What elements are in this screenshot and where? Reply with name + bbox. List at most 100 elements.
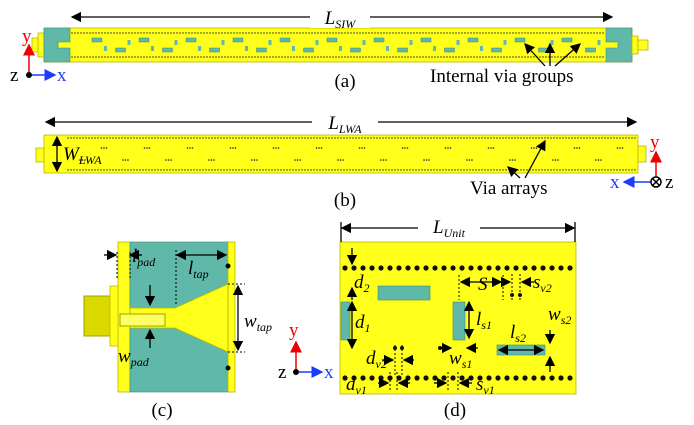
via: [358, 169, 360, 171]
via: [187, 169, 189, 171]
via: [245, 46, 248, 51]
dimension-label: LUnit: [432, 217, 466, 240]
via: [167, 32, 169, 34]
via: [383, 56, 385, 58]
via: [451, 137, 453, 139]
via: [443, 32, 445, 34]
via: [346, 169, 348, 171]
via: [427, 137, 429, 139]
via: [303, 47, 314, 53]
via: [418, 169, 420, 171]
via: [190, 137, 192, 139]
via: [538, 137, 540, 139]
via: [393, 346, 397, 350]
via: [536, 32, 538, 34]
via: [397, 137, 399, 139]
via: [170, 56, 172, 58]
via: [318, 147, 320, 149]
via: [495, 265, 501, 271]
via: [119, 32, 121, 34]
via: [423, 375, 429, 381]
via: [257, 56, 259, 58]
via: [286, 137, 288, 139]
via: [299, 32, 301, 34]
via: [442, 169, 444, 171]
via: [439, 137, 441, 139]
via: [540, 265, 546, 271]
via: [460, 169, 462, 171]
via: [184, 169, 186, 171]
via: [98, 56, 100, 58]
via: [482, 32, 484, 34]
via: [242, 32, 244, 34]
via: [368, 32, 370, 34]
via: [539, 56, 541, 58]
via: [486, 265, 492, 271]
via: [203, 56, 205, 58]
via: [254, 56, 256, 58]
via: [442, 137, 444, 139]
via: [130, 169, 132, 171]
via: [499, 169, 501, 171]
dimension-label: sv2: [533, 272, 552, 295]
via: [388, 137, 390, 139]
via: [573, 147, 576, 149]
via: [619, 169, 621, 171]
via: [595, 169, 597, 171]
via: [382, 159, 385, 161]
via: [187, 137, 189, 139]
via: [210, 159, 213, 161]
via: [425, 159, 428, 161]
via: [233, 56, 235, 58]
via: [622, 137, 624, 139]
via: [149, 56, 151, 58]
via: [236, 56, 238, 58]
via: [208, 137, 210, 139]
axis-label: x: [57, 65, 67, 86]
via: [167, 159, 170, 161]
via: [419, 56, 421, 58]
via: [473, 56, 475, 58]
via: [103, 137, 105, 139]
via: [304, 137, 306, 139]
via: [133, 169, 135, 171]
via: [628, 169, 630, 171]
dimension-label: LLWA: [327, 113, 362, 136]
via: [487, 147, 490, 149]
via: [127, 137, 129, 139]
via: [441, 375, 447, 381]
via: [364, 137, 366, 139]
via: [71, 56, 73, 58]
via: [188, 56, 190, 58]
via: [523, 169, 525, 171]
via: [334, 169, 336, 171]
via: [251, 56, 253, 58]
via: [553, 169, 555, 171]
via: [262, 169, 264, 171]
via: [230, 32, 232, 34]
via: [342, 375, 348, 381]
via: [616, 147, 619, 149]
via: [572, 32, 574, 34]
via: [577, 137, 579, 139]
via: [361, 147, 363, 149]
via: [89, 56, 91, 58]
via: [433, 137, 435, 139]
via: [530, 147, 533, 149]
via: [503, 32, 505, 34]
via: [104, 46, 107, 51]
via: [436, 137, 438, 139]
via: [458, 56, 460, 58]
via: [112, 137, 114, 139]
via: [379, 169, 381, 171]
axis-label: z: [10, 65, 18, 86]
via: [136, 137, 138, 139]
via: [140, 32, 142, 34]
axis-label: x: [324, 362, 334, 383]
via: [370, 169, 372, 171]
via: [413, 32, 415, 34]
via: [182, 56, 184, 58]
via: [92, 56, 94, 58]
via: [127, 159, 129, 161]
dimension-label: S: [478, 274, 488, 295]
